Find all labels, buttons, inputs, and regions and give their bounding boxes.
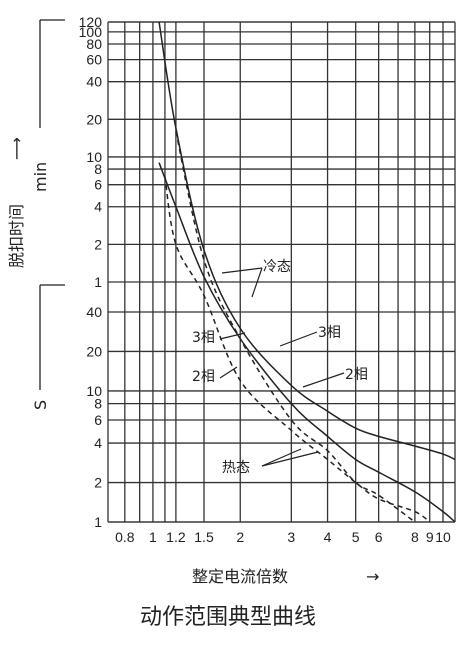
y-axis-arrow: ⟶ bbox=[7, 137, 26, 160]
y-tick-label-s: 20 bbox=[86, 343, 102, 359]
y-tick-label-min: 120 bbox=[79, 14, 103, 30]
y-tick-label-s: 40 bbox=[86, 304, 102, 320]
series-line-3 bbox=[175, 131, 416, 523]
chart-title: 动作范围典型曲线 bbox=[140, 605, 316, 630]
y-tick-label-s: 1 bbox=[94, 514, 102, 530]
annotation-3phase-solid: 3相 bbox=[318, 325, 341, 341]
y-tick-label-min: 100 bbox=[79, 24, 103, 40]
y-tick-label-s: 10 bbox=[86, 383, 102, 399]
y-tick-label-s: 2 bbox=[94, 475, 102, 491]
annotation-3phase-dashed: 3相 bbox=[192, 330, 215, 346]
annotation-hot: 热态 bbox=[222, 460, 250, 476]
y-unit-min: min bbox=[31, 162, 50, 192]
series-line-4 bbox=[164, 176, 431, 523]
annotation-cold: 冷态 bbox=[263, 259, 291, 275]
y-unit-s: S bbox=[31, 400, 50, 410]
x-tick-label: 10 bbox=[435, 529, 451, 545]
y-axis-label: 脱扣时间 bbox=[7, 204, 26, 268]
x-tick-label: 9 bbox=[426, 529, 434, 545]
series-line-2 bbox=[158, 162, 456, 523]
y-tick-label-min: 80 bbox=[86, 36, 102, 52]
y-tick-label-min: 6 bbox=[94, 177, 102, 193]
y-tick-label-min: 1 bbox=[94, 274, 102, 290]
y-axis-label-group: 脱扣时间 ⟶ min S bbox=[7, 19, 65, 410]
x-axis-label: 整定电流倍数 bbox=[192, 567, 288, 586]
y-tick-label-s: 8 bbox=[94, 396, 102, 412]
x-tick-label: 8 bbox=[411, 529, 419, 545]
annotations: 冷态 3相 2相 3相 2相 热态 bbox=[192, 259, 368, 476]
y-tick-label-min: 40 bbox=[86, 74, 102, 90]
y-tick-label-s: 6 bbox=[94, 412, 102, 428]
annotation-2phase-dashed: 2相 bbox=[192, 369, 215, 385]
annotation-2phase-solid: 2相 bbox=[345, 367, 368, 383]
x-tick-label: 3 bbox=[287, 529, 295, 545]
x-axis-arrow: → bbox=[366, 567, 379, 586]
x-tick-label: 1.5 bbox=[194, 529, 214, 545]
x-tick-label: 1.2 bbox=[166, 529, 186, 545]
curves bbox=[158, 21, 456, 523]
x-tick-label: 4 bbox=[324, 529, 332, 545]
y-tick-label-min: 4 bbox=[94, 199, 102, 215]
y-tick-label-min: 10 bbox=[86, 149, 102, 165]
x-tick-label: 0.8 bbox=[115, 529, 135, 545]
y-tick-label-min: 60 bbox=[86, 52, 102, 68]
y-tick-label-min: 2 bbox=[94, 236, 102, 252]
y-tick-label-s: 4 bbox=[94, 435, 102, 451]
y-tick-label-min: 8 bbox=[94, 161, 102, 177]
x-tick-label: 6 bbox=[375, 529, 383, 545]
series-line-1 bbox=[158, 21, 456, 461]
y-tick-label-min: 20 bbox=[86, 111, 102, 127]
tick-labels: 0.8 1 1.2 1.5 2 3 4 5 6 8 9 10120100806040201086421… bbox=[79, 14, 451, 545]
x-tick-label: 1 bbox=[149, 529, 157, 545]
x-tick-label: 2 bbox=[236, 529, 244, 545]
x-tick-label: 5 bbox=[352, 529, 360, 545]
